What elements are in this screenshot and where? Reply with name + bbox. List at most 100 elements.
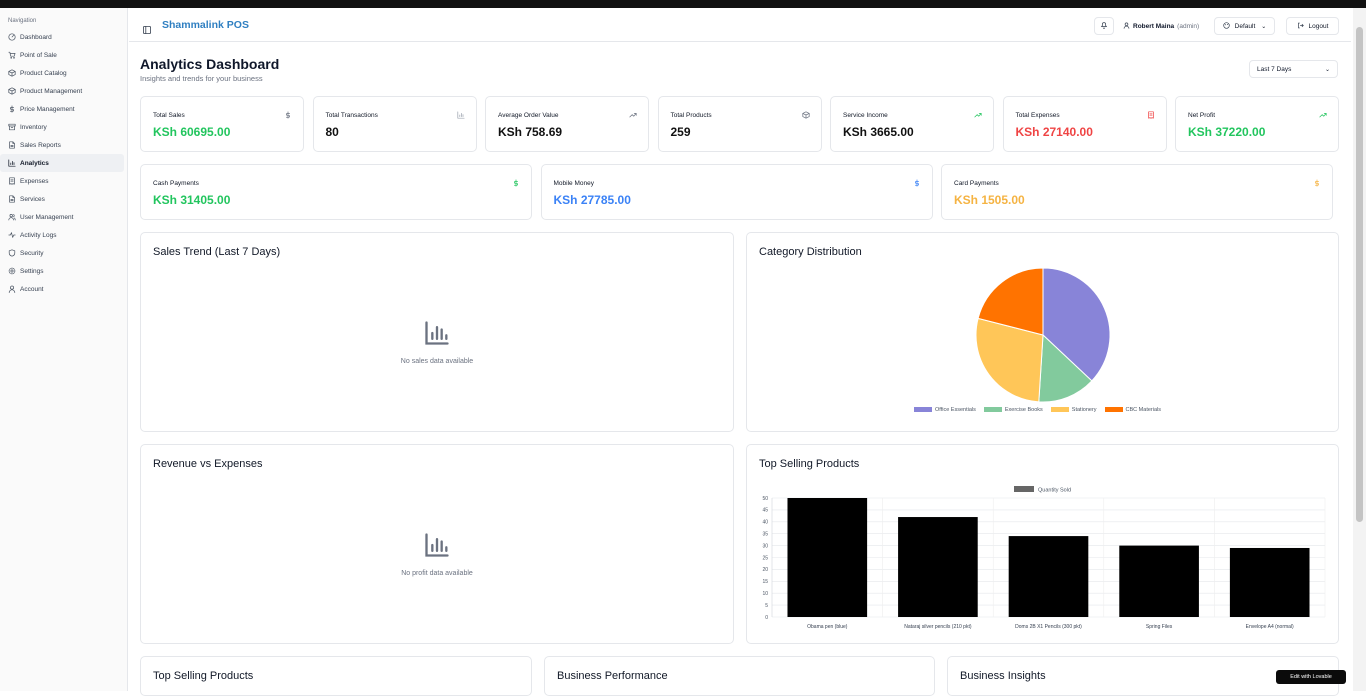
logout-icon	[1297, 22, 1304, 31]
edit-with-lovable-badge[interactable]: Edit with Lovable	[1276, 670, 1346, 684]
sidebar-item-product-management[interactable]: Product Management	[0, 82, 124, 100]
notifications-button[interactable]	[1094, 17, 1114, 35]
user-name: Robert Maina	[1133, 23, 1175, 30]
stat-label: Total Sales	[153, 112, 185, 119]
legend-item[interactable]: Office Essentials	[914, 407, 976, 413]
bar-nataraj-silver-pencils-210-pkt-[interactable]	[898, 517, 978, 617]
pie-slice-cbc-materials[interactable]	[977, 267, 1044, 336]
sidebar-item-label: Product Management	[20, 87, 83, 95]
current-user: Robert Maina (admin)	[1123, 22, 1199, 31]
stat-card-total-sales: Total Sales KSh 60695.00	[140, 96, 304, 152]
legend-swatch	[1050, 407, 1069, 413]
sidebar-item-label: Settings	[20, 267, 44, 275]
pie-slice-office-essentials[interactable]	[1042, 267, 1111, 382]
y-tick-label: 20	[762, 567, 768, 573]
sidebar-item-label: Services	[20, 195, 45, 203]
browser-top-strip	[0, 0, 1366, 8]
sidebar-item-label: Dashboard	[20, 33, 52, 41]
y-tick-label: 15	[762, 579, 768, 585]
sidebar-item-security[interactable]: Security	[0, 244, 124, 262]
legend-label: Exercise Books	[1004, 407, 1043, 413]
chevron-down-icon: ⌄	[1324, 66, 1330, 73]
top-selling-bar-chart: Quantity Sold 0 5 10 15 20 25 30 35 40 45 50 Obama p…	[762, 486, 1326, 630]
sidebar-item-services[interactable]: Services	[0, 190, 124, 208]
sidebar-toggle-icon[interactable]	[143, 21, 151, 34]
y-tick-label: 50	[762, 496, 768, 502]
box-icon	[8, 87, 16, 95]
top-header: Shammalink POS Robert Maina (admin) Defa…	[129, 8, 1351, 42]
sidebar-item-label: Analytics	[20, 159, 49, 167]
gear-icon	[8, 267, 16, 275]
bar-doms-2b-x1-pencils-300-pkt-[interactable]	[1008, 536, 1089, 617]
y-tick-label: 30	[762, 543, 768, 549]
payment-label: Card Payments	[954, 180, 999, 187]
stat-value: KSh 758.69	[498, 125, 563, 139]
bar-legend-label[interactable]: Quantity Sold	[1038, 488, 1071, 494]
legend-item[interactable]: Exercise Books	[983, 407, 1043, 413]
pie-slice-exercise-books[interactable]	[1038, 333, 1093, 403]
legend-item[interactable]: CBC Materials	[1104, 407, 1161, 413]
sidebar: Navigation Dashboard Point of Sale Product…	[0, 8, 128, 691]
bar-chart-icon	[423, 321, 451, 351]
y-tick-label: 10	[762, 591, 768, 597]
sidebar-item-label: Product Catalog	[20, 69, 67, 77]
sidebar-item-analytics[interactable]: Analytics	[0, 154, 124, 172]
theme-label: Default	[1234, 22, 1256, 30]
sidebar-item-product-catalog[interactable]: Product Catalog	[0, 64, 124, 82]
pie-slice-stationery[interactable]	[975, 317, 1044, 403]
stat-value: KSh 27140.00	[1015, 125, 1093, 139]
sidebar-item-settings[interactable]: Settings	[0, 262, 124, 280]
theme-select[interactable]: Default ⌄	[1214, 17, 1275, 35]
palette-icon	[1223, 21, 1230, 31]
bar-chart-icon	[423, 533, 451, 563]
bar-legend-swatch	[1014, 486, 1034, 492]
date-range-select[interactable]: Last 7 Days ⌄	[1249, 60, 1338, 78]
y-tick-label: 0	[765, 615, 768, 621]
brand-title[interactable]: Shammalink POS	[162, 19, 249, 31]
payment-label: Mobile Money	[553, 180, 594, 187]
scrollbar-thumb[interactable]	[1356, 27, 1363, 522]
sidebar-item-user-management[interactable]: User Management	[0, 208, 124, 226]
page-scrollbar[interactable]	[1353, 8, 1366, 691]
sidebar-item-inventory[interactable]: Inventory	[0, 118, 124, 136]
main-content: Analytics Dashboard Insights and trends …	[129, 43, 1351, 696]
bar-envelope-a4-normal-[interactable]	[1229, 547, 1310, 617]
sidebar-item-sales-reports[interactable]: Sales Reports	[0, 136, 124, 154]
stat-label: Net Profit	[1188, 112, 1216, 119]
sidebar-item-label: User Management	[20, 213, 74, 221]
y-tick-label: 35	[762, 532, 768, 538]
sidebar-item-label: Security	[20, 249, 44, 257]
sidebar-item-expenses[interactable]: Expenses	[0, 172, 124, 190]
logout-button[interactable]: Logout	[1286, 17, 1339, 35]
bar-chart-icon	[456, 110, 466, 120]
legend-item[interactable]: Stationery	[1050, 407, 1097, 413]
logout-label: Logout	[1308, 22, 1329, 30]
sidebar-item-label: Inventory	[20, 123, 47, 131]
trending-up-icon	[1318, 110, 1328, 120]
category-pie-chart	[975, 267, 1111, 403]
sidebar-item-point-of-sale[interactable]: Point of Sale	[0, 46, 124, 64]
bar-obama-pen-blue-[interactable]	[787, 498, 868, 617]
top-selling-panel: Top Selling Products Quantity Sold 0 5 10 15…	[746, 444, 1339, 644]
sidebar-item-price-management[interactable]: Price Management	[0, 100, 124, 118]
sidebar-item-account[interactable]: Account	[0, 280, 124, 298]
y-tick-label: 45	[762, 508, 768, 514]
chevron-down-icon: ⌄	[1261, 23, 1267, 30]
users-icon	[8, 213, 16, 221]
sidebar-item-activity-logs[interactable]: Activity Logs	[0, 226, 124, 244]
dollar-icon	[8, 105, 16, 113]
stat-card-service-income: Service Income KSh 3665.00	[830, 96, 994, 152]
bell-icon	[1100, 21, 1108, 31]
category-distribution-panel: Category Distribution Office Essentials E…	[746, 232, 1339, 432]
sidebar-item-label: Sales Reports	[20, 141, 61, 149]
bar-spring-files[interactable]	[1119, 545, 1199, 617]
stat-card-net-profit: Net Profit KSh 37220.00	[1175, 96, 1339, 152]
y-tick-label: 25	[762, 555, 768, 561]
stat-value: 80	[325, 125, 339, 139]
top-selling-title: Top Selling Products	[759, 458, 860, 470]
payment-value: KSh 1505.00	[954, 193, 1025, 207]
bottom-panel-title: Business Insights	[960, 670, 1046, 682]
category-distribution-title: Category Distribution	[759, 246, 862, 258]
sidebar-item-dashboard[interactable]: Dashboard	[0, 28, 124, 46]
revenue-expenses-panel: Revenue vs Expenses No profit data avail…	[140, 444, 734, 644]
